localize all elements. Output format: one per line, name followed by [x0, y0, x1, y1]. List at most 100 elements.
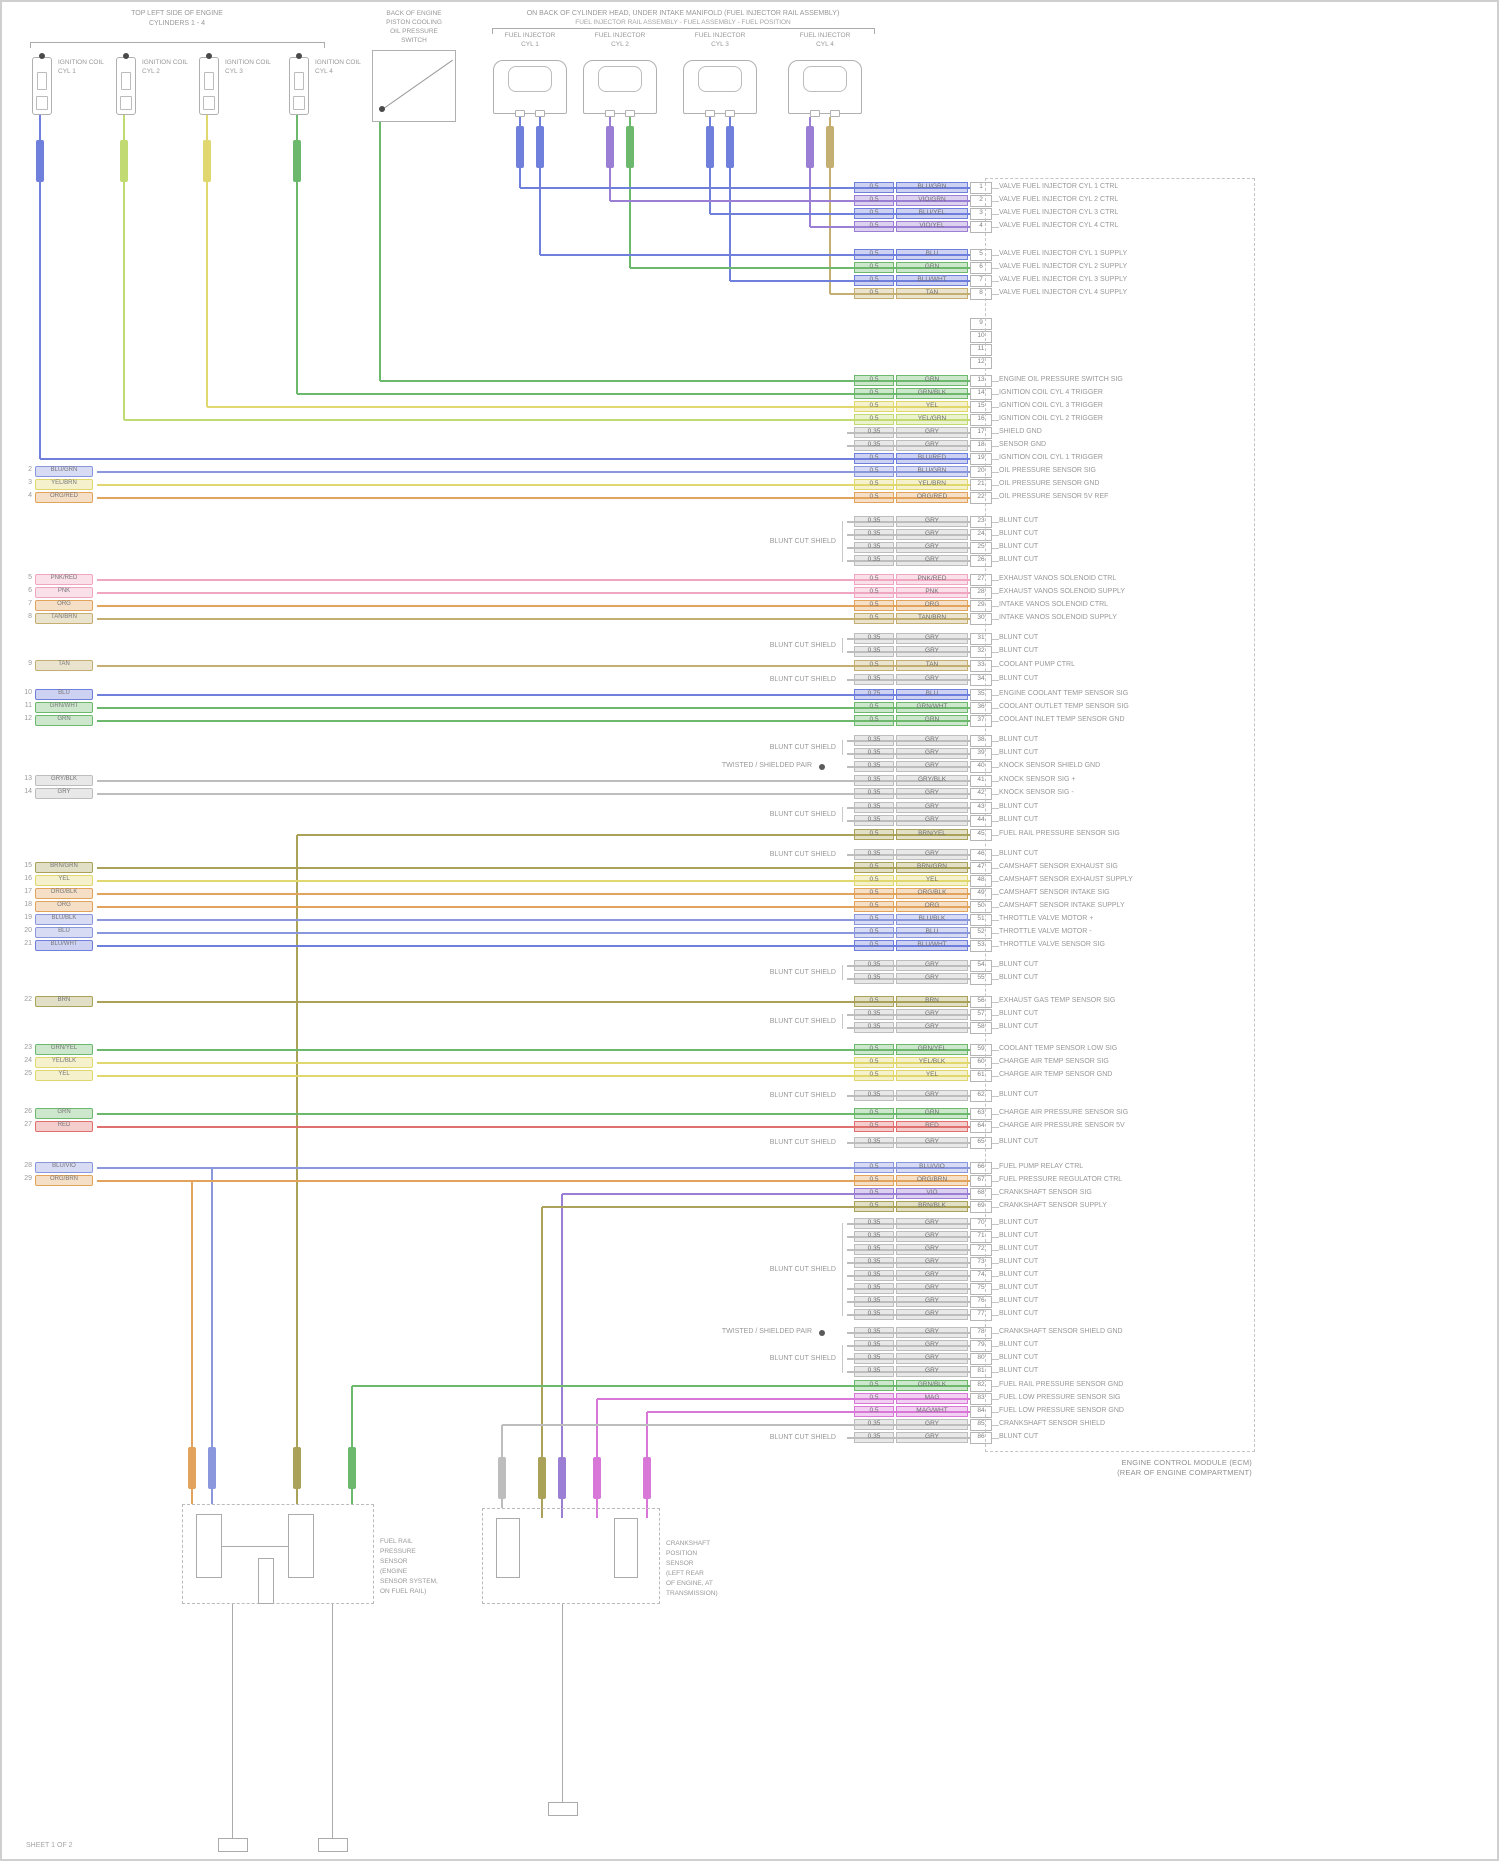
wire [992, 458, 999, 460]
wire-color-box [896, 735, 968, 746]
wire [847, 978, 970, 980]
injector-pin-left [605, 110, 615, 117]
stub-connector [35, 1070, 93, 1081]
ecm-pin-description: COOLANT TEMP SENSOR LOW SIG [999, 1045, 1118, 1052]
wire-color-box [896, 973, 968, 984]
ecm-pin-description: CAMSHAFT SENSOR INTAKE SIG [999, 889, 1110, 896]
ecm-pin-box [970, 574, 992, 586]
wire [847, 638, 970, 640]
diagram-line [29, 42, 31, 48]
wire-color-box [896, 574, 968, 585]
wire [97, 579, 970, 581]
wire-gauge-label: 0.35 [867, 1232, 881, 1239]
wire-color-label: YEL/BLK [918, 1058, 946, 1065]
wire-color-label: BLU/RED [917, 454, 947, 461]
shield-bracket [841, 965, 843, 980]
wire [847, 1288, 970, 1290]
fuel-rail-sensor-label: SENSOR SYSTEM, [380, 1578, 438, 1585]
wire [847, 820, 970, 822]
ecm-pin-description: BLUNT CUT [999, 543, 1039, 550]
ecm-pin-box [970, 414, 992, 426]
wire [992, 618, 999, 620]
wire [97, 618, 970, 620]
ecm-pin-description: VALVE FUEL INJECTOR CYL 3 CTRL [999, 209, 1119, 216]
wire-gauge-label: 0.35 [867, 647, 881, 654]
ecm-pin-number: 4 [979, 222, 983, 229]
wire-color-box [896, 1009, 968, 1020]
wire [992, 1345, 999, 1347]
wire [992, 707, 999, 709]
wire-color-box [896, 414, 968, 425]
ecm-pin-description: KNOCK SENSOR SHIELD GND [999, 762, 1101, 769]
wire-color-box [896, 960, 968, 971]
crankshaft-sensor-label: CRANKSHAFT [666, 1540, 711, 1547]
stub-number: 5 [28, 574, 32, 581]
wire-color-label: GRY [925, 556, 939, 563]
ecm-pin-box [970, 208, 992, 220]
blunt-cut-shield-label: BLUNT CUT SHIELD [769, 1265, 836, 1273]
wire-gauge-box [854, 1231, 894, 1242]
wire [847, 1437, 970, 1439]
ecm-pin-box [970, 901, 992, 913]
ecm-pin-box [970, 221, 992, 233]
wire-connector-sleeve [558, 1457, 566, 1499]
oil-switch-label: SWITCH [401, 37, 427, 44]
stub-number: 17 [24, 888, 32, 895]
stub-wire-color-label: ORG [57, 902, 71, 908]
wire [97, 932, 970, 934]
wire-gauge-box [854, 1366, 894, 1377]
wire [992, 1001, 999, 1003]
wire [992, 834, 999, 836]
wire-connector-sleeve [606, 126, 614, 168]
wire [992, 592, 999, 594]
ecm-pin-box [970, 1022, 992, 1034]
wire [629, 117, 631, 268]
wire-color-box [896, 1353, 968, 1364]
coil-inner-winding [37, 72, 47, 90]
wire-gauge-box [854, 1121, 894, 1132]
wire-gauge-label: 0.5 [869, 402, 879, 409]
ecm-pin-number: 15 [977, 402, 985, 409]
ecm-pin-description: CHARGE AIR TEMP SENSOR SIG [999, 1058, 1109, 1065]
wire-gauge-box [854, 574, 894, 585]
wire [296, 115, 298, 394]
wire-gauge-box [854, 1090, 894, 1101]
ecm-pin-box [970, 516, 992, 528]
wire-gauge-label: 0.5 [869, 263, 879, 270]
ecm-pin-description: KNOCK SENSOR SIG - [999, 789, 1074, 796]
stub-number: 28 [24, 1162, 32, 1169]
ecm-pin-description: CHARGE AIR PRESSURE SENSOR SIG [999, 1109, 1129, 1116]
wire-color-box [896, 802, 968, 813]
wire-color-box [896, 542, 968, 553]
wire-color-box [896, 702, 968, 713]
coil-label: IGNITION COIL [58, 59, 104, 66]
wire-color-label: GRY [925, 1354, 939, 1361]
ecm-pin-number: 33 [977, 661, 985, 668]
wire-gauge-box [854, 1009, 894, 1020]
wire-gauge-label: 0.35 [867, 1420, 881, 1427]
shield-bracket [841, 807, 843, 822]
wire [810, 226, 970, 228]
wire-gauge-box [854, 996, 894, 1007]
wire-color-box [896, 1309, 968, 1320]
wire [97, 867, 970, 869]
wire-color-label: TAN [925, 661, 939, 668]
wire-gauge-label: 0.35 [867, 1367, 881, 1374]
injector-pin-right [725, 110, 735, 117]
coil-inner-winding [204, 72, 214, 90]
wire [992, 1014, 999, 1016]
wire [992, 1288, 999, 1290]
wire [992, 380, 999, 382]
wire-connector-sleeve [120, 140, 128, 182]
ecm-pin-number: 77 [977, 1310, 985, 1317]
blunt-cut-shield-label: BLUNT CUT SHIELD [769, 968, 836, 976]
wire-gauge-box [854, 375, 894, 386]
injector-cyl-label: CYL 2 [611, 41, 629, 48]
ecm-pin-number: 57 [977, 1010, 985, 1017]
wire [297, 393, 970, 395]
wire [297, 834, 970, 836]
ecm-pin-number: 80 [977, 1354, 985, 1361]
wire-color-box [896, 401, 968, 412]
stub-wire-color-label: YEL/BRN [51, 480, 77, 486]
wire-gauge-box [854, 849, 894, 860]
